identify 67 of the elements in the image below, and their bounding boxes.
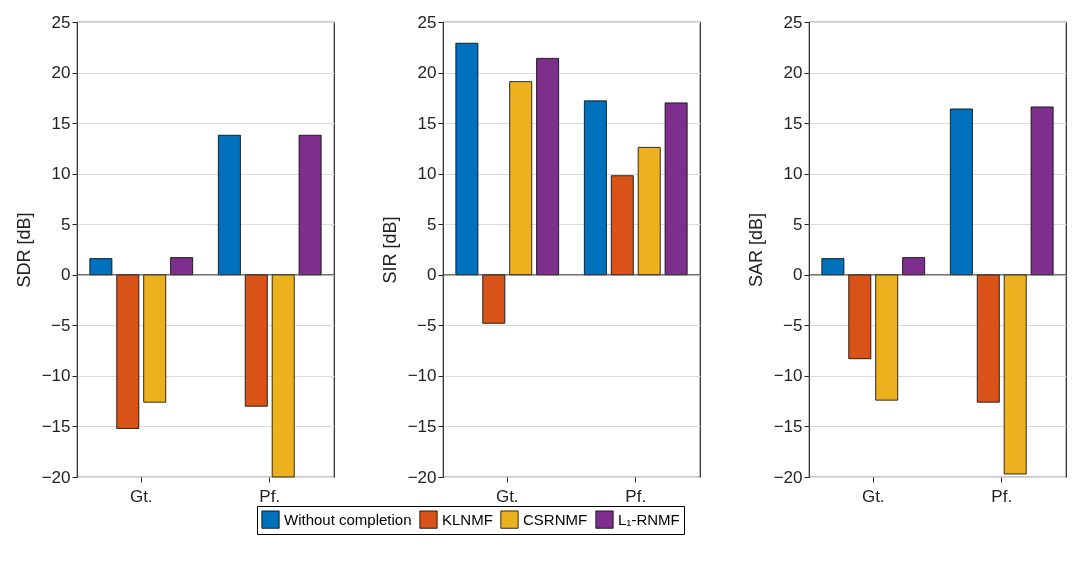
bar [949,108,973,276]
y-tick-label: −15 [773,416,803,436]
y-tick-label: 5 [793,214,803,234]
y-tick-label: −5 [51,315,71,335]
y-tick-label: 25 [417,12,437,32]
bar [976,274,1000,403]
bar [848,274,872,360]
y-tick-label: 0 [793,265,803,285]
bar [637,146,661,276]
y-tick-label: 5 [61,214,71,234]
y-tick-label: 0 [427,265,437,285]
legend-label: CSRNMF [523,510,588,528]
x-tick-label: Gt. [129,486,153,506]
bar [217,134,241,276]
bar [116,274,140,429]
x-tick-label: Pf. [625,486,647,506]
y-tick-label: 15 [783,113,803,133]
legend-label: L₁-RNMF [618,510,680,528]
bar [1003,274,1027,475]
y-tick-label: −10 [773,366,803,386]
bar [455,42,479,276]
bar [170,257,194,276]
bar [536,58,560,276]
legend-label: Without completion [284,510,412,528]
bar [89,258,113,276]
y-tick-label: −15 [41,416,71,436]
bar [1030,106,1054,276]
bar [509,81,533,276]
y-axis-title: SAR [dB] [745,212,766,288]
bar [583,100,607,276]
bar [143,274,167,403]
y-tick-label: −10 [407,366,437,386]
y-tick-label: −20 [407,467,437,487]
y-tick-label: −15 [407,416,437,436]
y-axis-title: SDR [dB] [13,212,34,288]
legend-label: KLNMF [442,510,493,528]
y-tick-label: 15 [51,113,71,133]
y-tick-label: 0 [61,265,71,285]
x-tick-label: Pf. [259,486,281,506]
x-tick-label: Gt. [495,486,519,506]
bar [664,102,688,276]
y-tick-label: 15 [417,113,437,133]
y-tick-label: −5 [417,315,437,335]
bar [271,274,295,478]
bar [821,258,845,276]
y-tick-label: 25 [51,12,71,32]
x-tick-label: Pf. [991,486,1013,506]
y-tick-label: −5 [783,315,803,335]
y-tick-label: 20 [783,63,803,83]
y-tick-label: −20 [41,467,71,487]
x-tick-label: Gt. [861,486,885,506]
y-tick-label: 20 [51,63,71,83]
y-tick-label: −10 [41,366,71,386]
y-tick-label: 10 [783,164,803,184]
bar [610,175,634,276]
bar [482,274,506,324]
y-tick-label: −20 [773,467,803,487]
y-tick-label: 20 [417,63,437,83]
y-tick-label: 25 [783,12,803,32]
y-tick-label: 10 [51,164,71,184]
bar [298,134,322,276]
y-tick-label: 5 [427,214,437,234]
bar [902,257,926,276]
bar [875,274,899,401]
y-tick-label: 10 [417,164,437,184]
bar [244,274,268,407]
y-axis-title: SIR [dB] [379,216,400,284]
